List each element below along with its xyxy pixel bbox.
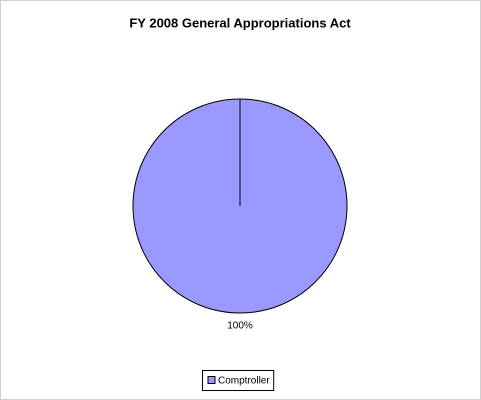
legend: Comptroller (202, 370, 275, 391)
legend-box (202, 370, 275, 391)
data-label: 100% (227, 321, 253, 332)
chart-title: FY 2008 General Appropriations Act (129, 15, 351, 30)
legend-label: Comptroller (218, 376, 270, 387)
legend-swatch (207, 376, 216, 384)
